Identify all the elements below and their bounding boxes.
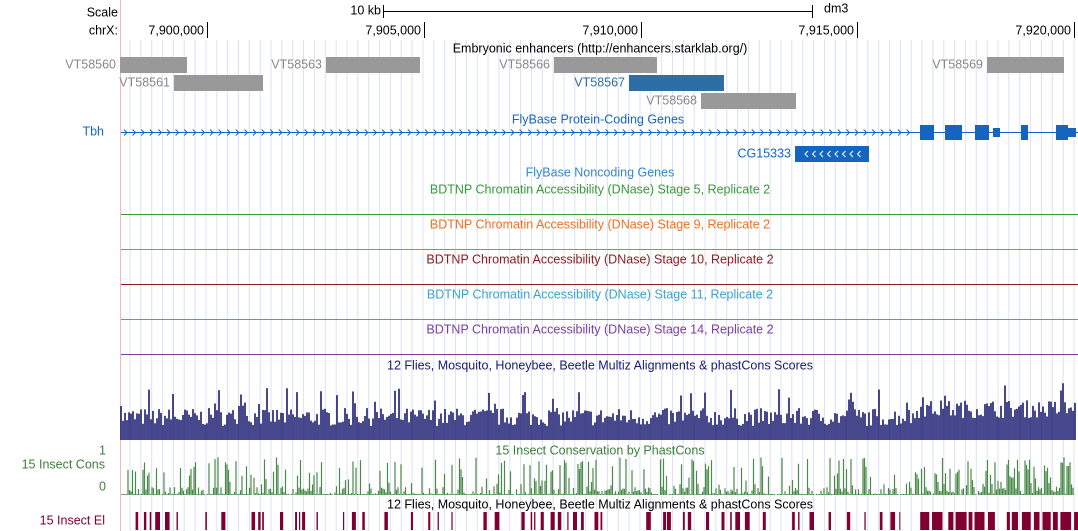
ruler-tick-label: 7,900,000 xyxy=(148,23,204,37)
enhancer xyxy=(326,57,420,73)
enhancer-label: VT58563 xyxy=(271,57,322,71)
strand-arrows xyxy=(123,129,911,136)
scale-bar xyxy=(383,5,813,18)
ruler-tick-label: 7,910,000 xyxy=(582,23,638,37)
track-title: 15 Insect Conservation by PhastCons xyxy=(495,443,704,457)
axis-min: 0 xyxy=(99,479,106,493)
assembly-label: dm3 xyxy=(824,1,848,15)
track-label: 15 Insect El xyxy=(40,513,105,527)
track-title: Embryonic enhancers (http://enhancers.st… xyxy=(453,41,748,55)
exon xyxy=(1021,125,1028,140)
utr xyxy=(1068,128,1076,137)
exon xyxy=(945,125,962,140)
track-title: 12 Flies, Mosquito, Honeybee, Beetle Mul… xyxy=(387,497,813,511)
ruler-tick-label: 7,920,000 xyxy=(1015,23,1071,37)
scale-bar-label: 10 kb xyxy=(350,3,381,17)
enhancer-label: VT58568 xyxy=(646,93,697,107)
enhancer xyxy=(629,75,724,91)
exon xyxy=(975,125,989,140)
enhancer xyxy=(120,57,187,73)
conserved-elements xyxy=(135,512,1078,530)
ruler-tick-label: 7,915,000 xyxy=(798,23,854,37)
track-title: BDTNP Chromatin Accessibility (DNase) St… xyxy=(426,252,773,266)
enhancer-label: VT58561 xyxy=(119,75,170,89)
strand-arrows xyxy=(804,150,861,158)
enhancer-label: VT58569 xyxy=(932,57,983,71)
utr xyxy=(993,128,1000,137)
enhancer xyxy=(554,57,657,73)
ruler: 7,900,000 7,905,000 7,910,000 7,915,000 7,92… xyxy=(148,22,1075,38)
track-title: FlyBase Protein-Coding Genes xyxy=(512,112,684,126)
track-label: 15 Insect Cons xyxy=(22,457,105,471)
track-title: FlyBase Noncoding Genes xyxy=(526,165,675,179)
scale-label: Scale xyxy=(87,5,118,19)
gene xyxy=(795,146,869,162)
track-title: BDTNP Chromatin Accessibility (DNase) St… xyxy=(426,322,773,336)
exon xyxy=(920,125,934,140)
tracks: Embryonic enhancers (http://enhancers.st… xyxy=(22,41,1078,530)
multiz-wiggle xyxy=(120,383,1076,440)
ruler-tick-label: 7,905,000 xyxy=(365,23,421,37)
enhancer-label: VT58566 xyxy=(499,57,550,71)
axis-max: 1 xyxy=(99,443,106,457)
position-label: chrX: xyxy=(89,23,118,37)
track-title: BDTNP Chromatin Accessibility (DNase) St… xyxy=(430,182,770,196)
enhancer-label: VT58560 xyxy=(65,57,116,71)
enhancer xyxy=(174,75,263,91)
track-title: BDTNP Chromatin Accessibility (DNase) St… xyxy=(430,217,770,231)
enhancer xyxy=(987,57,1064,73)
enhancer xyxy=(701,93,796,109)
track-title: 12 Flies, Mosquito, Honeybee, Beetle Mul… xyxy=(387,358,813,372)
phastcons-wiggle xyxy=(121,457,1076,495)
enhancer-label: VT58567 xyxy=(574,75,625,89)
track-title: BDTNP Chromatin Accessibility (DNase) St… xyxy=(427,287,773,301)
gene-label: CG15333 xyxy=(737,146,791,160)
grid xyxy=(129,40,1075,531)
exon xyxy=(1056,125,1068,140)
gene-label: Tbh xyxy=(82,124,104,138)
